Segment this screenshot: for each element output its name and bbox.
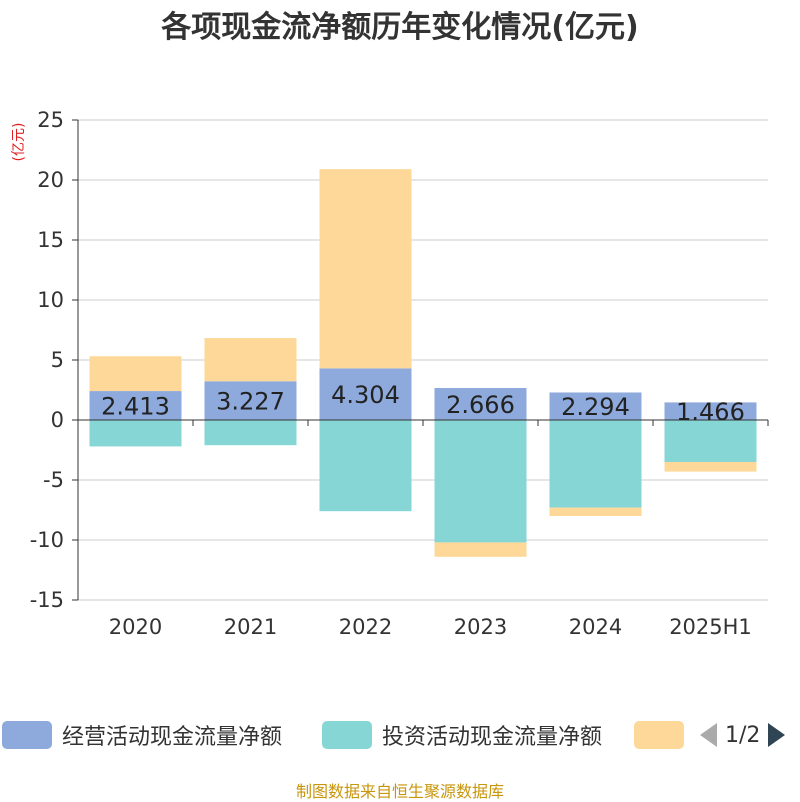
bar-financing-2025H1 (664, 462, 757, 472)
x-tick-label: 2022 (339, 615, 392, 639)
legend-page-indicator: 1/2 (725, 722, 761, 748)
legend: 经营活动现金流量净额 投资活动现金流量净额 1/2 (0, 716, 800, 754)
data-label-operating: 2.413 (101, 393, 170, 421)
y-tick-label: 25 (37, 108, 64, 132)
legend-label-operating: 经营活动现金流量净额 (62, 725, 283, 750)
x-tick-label: 2021 (224, 615, 277, 639)
bar-investing-2025H1 (664, 420, 757, 462)
data-label-operating: 4.304 (331, 381, 400, 409)
legend-item-investing[interactable]: 投资活动现金流量净额 (322, 716, 602, 754)
y-tick-label: 15 (37, 228, 64, 252)
bar-operating-2025H1 (664, 402, 757, 420)
bar-investing-2022 (319, 420, 412, 512)
y-tick-label: 0 (51, 408, 64, 432)
y-tick-label: -15 (30, 588, 64, 612)
bar-operating-2022 (319, 368, 412, 420)
x-tick-label: 2020 (109, 615, 162, 639)
bar-financing-2023 (434, 542, 527, 557)
data-label-operating: 2.294 (561, 393, 630, 421)
bar-investing-2023 (434, 420, 527, 543)
legend-swatch-operating (2, 721, 52, 749)
bar-investing-2024 (549, 420, 642, 508)
legend-item-operating[interactable]: 经营活动现金流量净额 (2, 716, 282, 754)
chart-title: 各项现金流净额历年变化情况(亿元) (161, 10, 639, 45)
bar-investing-2021 (204, 420, 297, 446)
bar-operating-2021 (204, 381, 297, 420)
y-tick-label: 20 (37, 168, 64, 192)
bar-financing-2022 (319, 169, 412, 369)
bar-operating-2023 (434, 388, 527, 420)
y-tick-label: -5 (43, 468, 64, 492)
bar-financing-2024 (549, 507, 642, 516)
y-tick-label: -10 (30, 528, 64, 552)
bar-financing-2020 (89, 356, 182, 392)
y-tick-label: 10 (37, 288, 64, 312)
legend-label-investing: 投资活动现金流量净额 (382, 725, 603, 750)
bar-operating-2020 (89, 391, 182, 420)
data-source-note: 制图数据来自恒生聚源数据库 (295, 782, 504, 801)
x-tick-label: 2023 (454, 615, 507, 639)
x-tick-label: 2024 (569, 615, 622, 639)
bar-chart: 25 20 15 10 5 0 -5 -10 -15 2020 2021 2022 2023 2024 20… (30, 108, 769, 639)
legend-next-page-icon[interactable] (768, 723, 786, 747)
data-label-operating: 2.666 (446, 391, 515, 419)
legend-swatch-financing (634, 721, 684, 749)
bar-operating-2024 (549, 392, 642, 420)
legend-swatch-investing (322, 721, 372, 749)
bar-investing-2020 (89, 420, 182, 447)
legend-prev-page-icon[interactable] (700, 723, 717, 747)
data-label-operating: 3.227 (216, 388, 285, 416)
legend-pager: 1/2 (700, 716, 786, 754)
y-tick-label: 5 (51, 348, 64, 372)
legend-item-financing[interactable] (634, 716, 684, 754)
x-tick-label: 2025H1 (669, 615, 752, 639)
bar-financing-2021 (204, 338, 297, 382)
data-label-operating: 1.466 (676, 398, 745, 426)
